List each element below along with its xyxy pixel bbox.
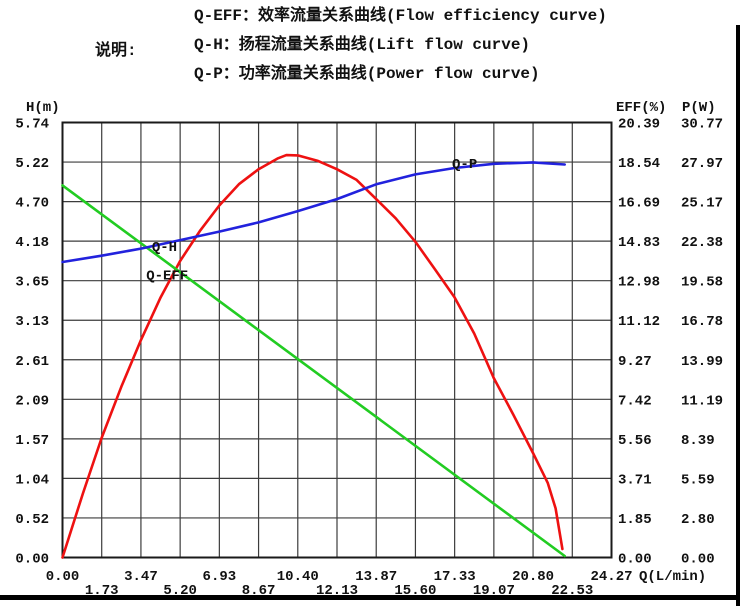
q-axis-tick-label: 10.40 [277, 569, 319, 585]
curve-label-q-p: Q-P [452, 157, 477, 173]
h-axis-tick-label: 4.18 [15, 235, 49, 251]
h-axis-tick-label: 2.09 [15, 393, 49, 409]
legend-item-qeff: Q-EFF：效率流量关系曲线(Flow efficiency curve) [194, 7, 607, 25]
p-axis-tick-label: 25.17 [681, 196, 723, 212]
q-axis-tick-label: 24.27 [590, 569, 632, 585]
window-right-border [736, 25, 740, 606]
h-axis-tick-label: 5.74 [15, 117, 49, 133]
p-axis-tick-label: 16.78 [681, 314, 723, 330]
legend-item-qp: Q-P：功率流量关系曲线(Power flow curve) [194, 65, 540, 83]
h-axis-tick-label: 1.04 [15, 472, 49, 488]
legend-title: 说明: [95, 42, 137, 60]
eff-axis-tick-label: 20.39 [618, 117, 660, 133]
p-axis-tick-label: 22.38 [681, 235, 723, 251]
h-axis-tick-label: 2.61 [15, 354, 49, 370]
eff-axis-tick-label: 14.83 [618, 235, 660, 251]
h-axis-tick-label: 0.52 [15, 512, 49, 528]
h-axis-tick-label: 3.65 [15, 275, 49, 291]
eff-axis-tick-label: 18.54 [618, 156, 660, 172]
p-axis-tick-label: 5.59 [681, 472, 715, 488]
q-axis-tick-label: 17.33 [434, 569, 476, 585]
h-axis-tick-label: 0.00 [15, 552, 49, 568]
eff-axis-tick-label: 0.00 [618, 552, 652, 568]
curve-label-q-h: Q-H [152, 240, 177, 256]
eff-axis-tick-label: 16.69 [618, 196, 660, 212]
q-axis-tick-label: 13.87 [355, 569, 397, 585]
eff-axis-title: EFF(%) [616, 100, 666, 116]
legend-item-qh: Q-H：扬程流量关系曲线(Lift flow curve) [194, 36, 531, 54]
eff-axis-tick-label: 12.98 [618, 275, 660, 291]
window-bottom-border [0, 595, 740, 600]
p-axis-tick-label: 19.58 [681, 275, 723, 291]
eff-axis-tick-label: 1.85 [618, 512, 652, 528]
h-axis-tick-label: 5.22 [15, 156, 49, 172]
p-axis-tick-label: 8.39 [681, 433, 715, 449]
curve-label-q-eff: Q-EFF [146, 269, 188, 285]
q-axis-tick-label: 0.00 [46, 569, 80, 585]
p-axis-tick-label: 13.99 [681, 354, 723, 370]
eff-axis-tick-label: 3.71 [618, 472, 652, 488]
p-axis-tick-label: 2.80 [681, 512, 715, 528]
q-axis-tick-label: 6.93 [203, 569, 237, 585]
q-axis-tick-label: 20.80 [512, 569, 554, 585]
q-axis-tick-label: 3.47 [124, 569, 158, 585]
h-axis-title: H(m) [26, 100, 60, 116]
p-axis-tick-label: 0.00 [681, 552, 715, 568]
curve-q-eff [61, 153, 564, 559]
eff-axis-tick-label: 7.42 [618, 393, 652, 409]
h-axis-tick-label: 1.57 [15, 433, 49, 449]
h-axis-tick-label: 4.70 [15, 196, 49, 212]
p-axis-tick-label: 11.19 [681, 393, 723, 409]
q-axis-title: Q(L/min) [639, 569, 706, 585]
p-axis-title: P(W) [682, 100, 716, 116]
p-axis-tick-label: 30.77 [681, 117, 723, 133]
h-axis-tick-label: 3.13 [15, 314, 49, 330]
plot-border [61, 121, 613, 559]
eff-axis-tick-label: 11.12 [618, 314, 660, 330]
eff-axis-tick-label: 5.56 [618, 433, 652, 449]
legend: Q-EFF：效率流量关系曲线(Flow efficiency curve) Q-… [194, 2, 607, 89]
p-axis-tick-label: 27.97 [681, 156, 723, 172]
eff-axis-tick-label: 9.27 [618, 354, 652, 370]
curve-q-p [61, 161, 567, 264]
